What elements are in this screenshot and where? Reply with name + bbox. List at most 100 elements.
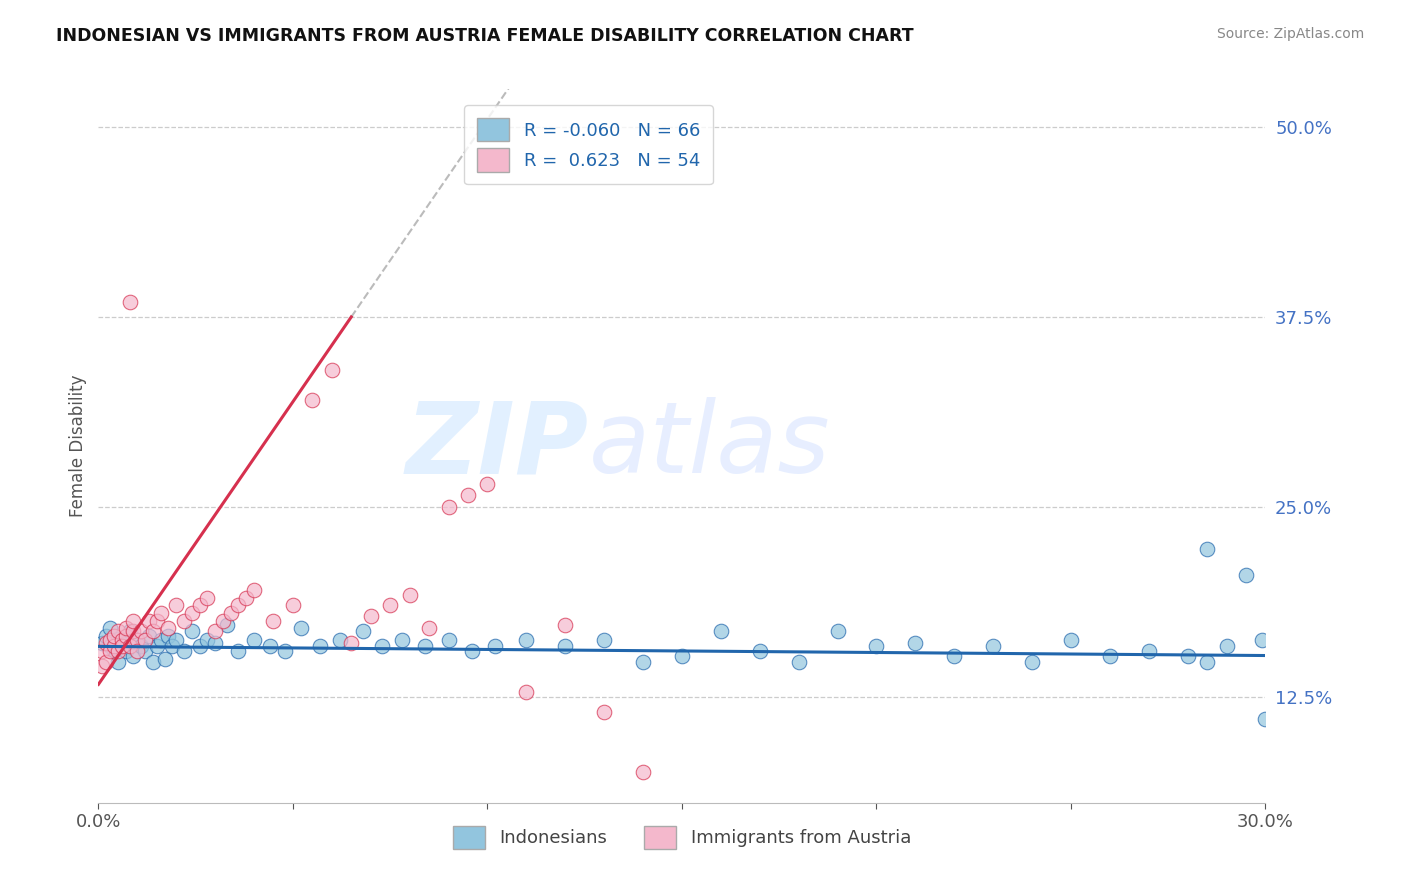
Point [107, 632, 129, 646]
Point [262, 614, 284, 628]
Point [484, 640, 506, 654]
Point [127, 633, 149, 648]
Point [180, 624, 202, 639]
Point [103, 629, 125, 643]
Point [827, 624, 849, 639]
Point [281, 599, 304, 613]
Point [671, 648, 693, 663]
Point [748, 644, 770, 658]
Point [235, 591, 257, 605]
Point [554, 640, 576, 654]
Point [1234, 568, 1257, 582]
Point [1021, 655, 1043, 669]
Point [259, 640, 281, 654]
Point [631, 765, 654, 780]
Point [134, 633, 156, 648]
Point [134, 644, 156, 658]
Point [149, 606, 172, 620]
Point [1250, 633, 1272, 648]
Point [122, 648, 145, 663]
Point [118, 640, 141, 654]
Point [114, 629, 136, 643]
Point [437, 633, 460, 648]
Point [98, 633, 121, 648]
Point [515, 685, 537, 699]
Point [301, 393, 323, 408]
Point [243, 583, 266, 598]
Point [215, 618, 238, 632]
Point [188, 640, 211, 654]
Point [129, 640, 152, 654]
Point [96, 655, 118, 669]
Point [146, 614, 169, 628]
Point [710, 624, 733, 639]
Point [290, 621, 312, 635]
Point [114, 644, 136, 658]
Point [122, 614, 145, 628]
Text: INDONESIAN VS IMMIGRANTS FROM AUSTRIA FEMALE DISABILITY CORRELATION CHART: INDONESIAN VS IMMIGRANTS FROM AUSTRIA FE… [56, 27, 914, 45]
Point [1137, 644, 1160, 658]
Point [352, 624, 374, 639]
Point [1195, 655, 1218, 669]
Point [981, 640, 1004, 654]
Point [219, 606, 242, 620]
Point [593, 705, 616, 719]
Point [114, 621, 136, 635]
Point [96, 629, 118, 643]
Point [96, 636, 118, 650]
Point [1098, 648, 1121, 663]
Point [943, 648, 966, 663]
Point [340, 636, 363, 650]
Text: ZIP: ZIP [405, 398, 589, 494]
Point [129, 624, 152, 639]
Point [787, 655, 810, 669]
Point [91, 644, 114, 658]
Point [437, 500, 460, 514]
Point [1060, 633, 1083, 648]
Point [329, 633, 352, 648]
Point [418, 621, 440, 635]
Point [457, 487, 479, 501]
Point [204, 636, 226, 650]
Point [360, 609, 382, 624]
Point [98, 644, 121, 658]
Point [142, 624, 165, 639]
Point [149, 633, 172, 648]
Point [111, 640, 134, 654]
Point [188, 599, 211, 613]
Point [228, 644, 250, 658]
Point [157, 629, 180, 643]
Point [195, 633, 218, 648]
Point [153, 651, 176, 665]
Point [865, 640, 887, 654]
Point [118, 294, 141, 309]
Point [180, 606, 202, 620]
Point [91, 659, 114, 673]
Point [391, 633, 413, 648]
Point [111, 636, 134, 650]
Point [142, 655, 165, 669]
Point [1177, 648, 1199, 663]
Point [138, 614, 160, 628]
Point [107, 655, 129, 669]
Point [321, 363, 343, 377]
Point [243, 633, 266, 648]
Point [127, 644, 149, 658]
Point [371, 640, 394, 654]
Point [138, 629, 160, 643]
Point [165, 633, 187, 648]
Point [1195, 542, 1218, 557]
Point [111, 633, 134, 648]
Point [162, 640, 184, 654]
Legend: Indonesians, Immigrants from Austria: Indonesians, Immigrants from Austria [444, 817, 920, 858]
Point [631, 655, 654, 669]
Point [107, 644, 129, 658]
Point [477, 477, 499, 491]
Point [146, 640, 169, 654]
Point [413, 640, 436, 654]
Point [157, 621, 180, 635]
Point [228, 599, 250, 613]
Point [309, 640, 332, 654]
Point [98, 640, 121, 654]
Point [904, 636, 927, 650]
